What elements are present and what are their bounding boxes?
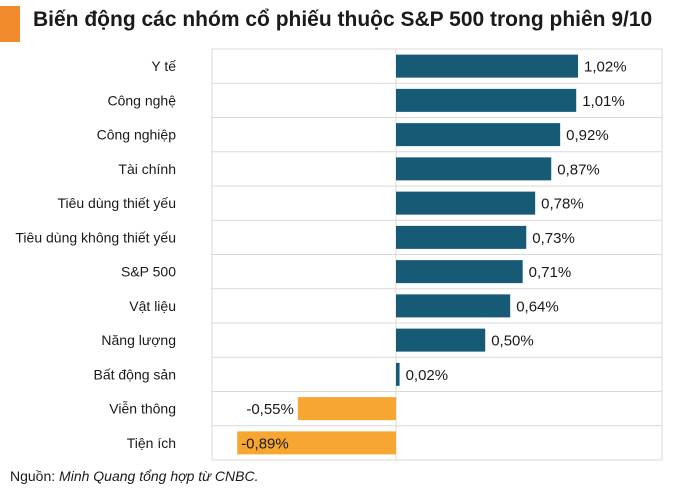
- bar: [396, 328, 486, 352]
- category-label: Viễn thông: [109, 401, 176, 417]
- category-label: Năng lượng: [101, 332, 176, 348]
- bar: [396, 191, 536, 215]
- bar: [396, 88, 577, 112]
- title-accent-bar: [0, 6, 20, 42]
- data-label: 0,64%: [516, 298, 559, 315]
- bar: [396, 157, 552, 181]
- chart-title: Biến động các nhóm cổ phiếu thuộc S&P 50…: [33, 8, 653, 31]
- bar: [237, 431, 396, 455]
- category-label: Công nghiệp: [97, 127, 177, 143]
- category-label: Tiêu dùng thiết yếu: [57, 195, 176, 211]
- data-label: 0,73%: [532, 230, 575, 247]
- source-text: Minh Quang tổng hợp từ CNBC.: [59, 468, 259, 484]
- category-label: Tiêu dùng không thiết yếu: [15, 229, 176, 245]
- source-note: Nguồn: Minh Quang tổng hợp từ CNBC.: [10, 468, 258, 484]
- data-label: 1,02%: [584, 59, 627, 76]
- category-label: Bất động sản: [93, 366, 176, 382]
- data-label: -0,89%: [241, 435, 289, 452]
- bar: [297, 397, 396, 421]
- data-label: 1,01%: [582, 93, 625, 110]
- data-label: -0,55%: [246, 401, 294, 418]
- bar: [396, 54, 578, 78]
- data-label: 0,92%: [566, 127, 609, 144]
- data-label: 0,71%: [529, 264, 572, 281]
- category-label: S&P 500: [121, 264, 176, 280]
- category-label: Vật liệu: [129, 298, 176, 314]
- bar: [396, 123, 561, 147]
- category-label: Y tế: [151, 58, 176, 74]
- category-label: Tài chính: [118, 161, 176, 177]
- bar: [396, 225, 527, 249]
- bar: [396, 362, 400, 386]
- bar: [396, 260, 523, 284]
- data-label: 0,50%: [491, 333, 534, 350]
- data-label: 0,78%: [541, 196, 584, 213]
- data-label: 0,02%: [406, 367, 449, 384]
- data-label: 0,87%: [557, 161, 600, 178]
- bar: [396, 294, 511, 318]
- source-label: Nguồn:: [10, 468, 60, 484]
- category-label: Công nghệ: [107, 92, 176, 108]
- category-label: Tiện ích: [127, 435, 176, 451]
